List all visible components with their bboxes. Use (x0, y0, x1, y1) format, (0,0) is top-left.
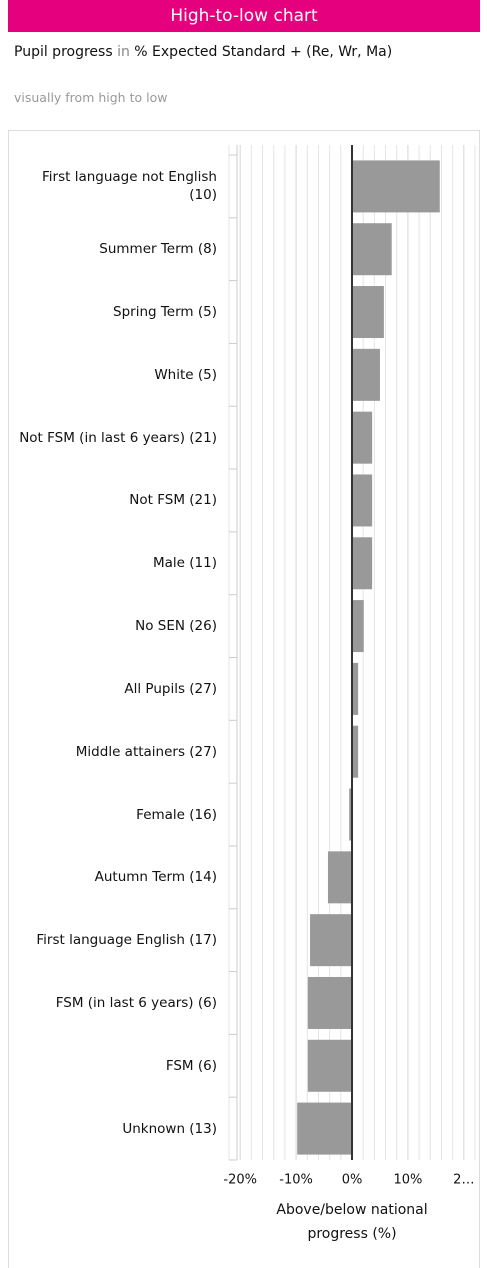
measure: Pupil progress (14, 44, 113, 60)
y-tick-label: First language not English (10) (42, 169, 217, 204)
x-tick-label: 10% (393, 1173, 422, 1188)
bar (352, 160, 440, 213)
y-tick-label: Spring Term (5) (113, 304, 217, 321)
y-tick-label: Autumn Term (14) (94, 869, 217, 886)
y-tick-label: FSM (in last 6 years) (6) (55, 994, 217, 1011)
standard: % Expected Standard + (Re, Wr, Ma) (134, 44, 393, 60)
y-tick-label: Unknown (13) (122, 1120, 217, 1137)
y-tick-label: Female (16) (136, 806, 217, 823)
note: visually from high to low (14, 90, 168, 105)
y-tick-label: Summer Term (8) (99, 241, 217, 258)
bar (352, 348, 380, 401)
y-tick-label: No SEN (26) (135, 618, 217, 635)
bar (307, 976, 352, 1029)
x-tick-label: 0% (342, 1173, 363, 1188)
x-tick-label: 2… (453, 1173, 474, 1188)
bar (352, 725, 359, 778)
y-tick-label: FSM (6) (165, 1057, 217, 1074)
y-tick-label: White (5) (154, 366, 217, 383)
x-tick-label: -20% (223, 1173, 257, 1188)
subtitle: Pupil progress in % Expected Standard + … (14, 42, 464, 62)
bar (310, 914, 352, 967)
bar (352, 223, 392, 276)
bar (352, 662, 359, 715)
y-tick-label: Middle attainers (27) (75, 743, 217, 760)
y-tick-label: Male (11) (153, 555, 217, 572)
bar (297, 1102, 352, 1155)
x-tick-label: -10% (279, 1173, 313, 1188)
bar (352, 537, 373, 590)
bar (352, 474, 373, 527)
bar (352, 600, 364, 653)
header: High-to-low chart (8, 0, 480, 32)
bar (307, 1039, 352, 1092)
x-axis-label: Above/below national progress (%) (276, 1202, 428, 1242)
connector: in (117, 44, 130, 60)
bar (349, 788, 352, 841)
chart-frame (8, 130, 480, 1268)
y-tick-label: First language English (17) (36, 932, 217, 949)
bar (352, 411, 373, 464)
bar (352, 286, 384, 339)
y-tick-label: All Pupils (27) (124, 680, 217, 697)
y-tick-label: Not FSM (21) (129, 492, 217, 509)
bar (327, 851, 352, 904)
y-tick-label: Not FSM (in last 6 years) (21) (19, 429, 217, 446)
